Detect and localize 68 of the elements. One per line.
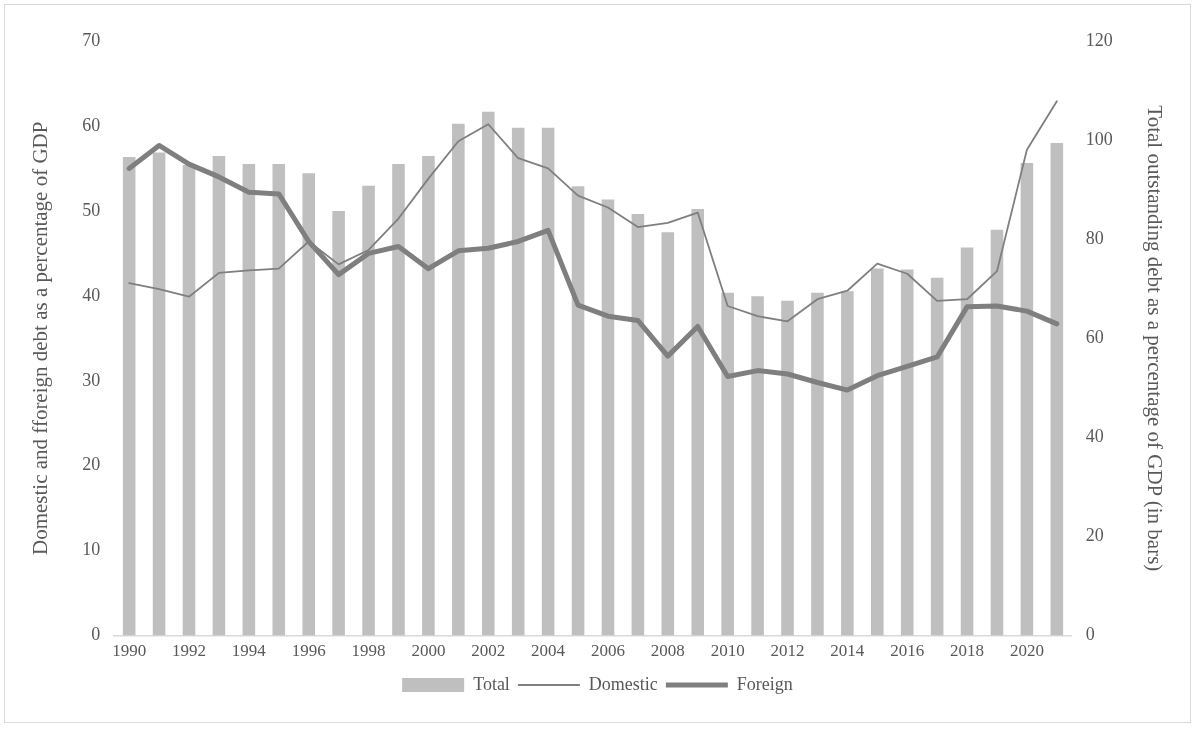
bar: [481, 111, 495, 636]
y-tick-label: 30: [82, 369, 101, 390]
bar: [272, 163, 286, 636]
bar: [392, 163, 405, 636]
bar: [1020, 162, 1034, 636]
x-tick-label: 2016: [890, 641, 925, 661]
bar: [930, 277, 944, 636]
bar: [362, 185, 375, 636]
y2-axis-title: Total outstanding debt as a percentage of GDP (in bars): [1142, 105, 1167, 572]
bar: [900, 269, 914, 636]
y-tick-label: 10: [82, 539, 101, 560]
x-tick-label: 1992: [172, 641, 207, 661]
x-tick-label: 1990: [112, 641, 147, 661]
y2-tick-label: 20: [1085, 525, 1104, 546]
bar: [152, 152, 166, 636]
bar: [302, 173, 315, 636]
y-axis-title: Domestic and fforeign debt as a percentage of GDP: [28, 121, 53, 556]
bar: [811, 292, 824, 636]
bar: [841, 291, 854, 636]
bar: [452, 123, 465, 636]
y2-tick-label: 100: [1085, 128, 1113, 149]
bar: [242, 163, 256, 636]
y2-tick-label: 60: [1085, 327, 1104, 348]
y-tick-label: 40: [82, 284, 101, 305]
y-tick-label: 70: [82, 29, 101, 50]
bar: [571, 186, 585, 636]
y-tick-label: 0: [91, 624, 101, 645]
bar: [781, 300, 794, 636]
x-tick-label: 2020: [1009, 641, 1044, 661]
bar: [990, 229, 1004, 636]
legend-label: Total: [473, 673, 510, 694]
x-tick-label: 2002: [471, 641, 506, 661]
bar: [122, 156, 136, 636]
x-tick-label: 2012: [770, 641, 805, 661]
y-tick-label: 20: [82, 454, 101, 475]
bar: [511, 127, 525, 636]
bar: [601, 199, 615, 636]
x-tick-label: 1996: [291, 641, 326, 661]
x-tick-label: 2010: [710, 641, 745, 661]
x-tick-label: 1998: [351, 641, 386, 661]
legend-label: Domestic: [588, 673, 658, 694]
x-tick-label: 2000: [411, 641, 446, 661]
bar: [661, 232, 675, 636]
x-tick-label: 2014: [830, 641, 865, 661]
bar: [871, 268, 884, 636]
bar: [212, 155, 226, 636]
bar: [631, 213, 645, 636]
bar: [182, 164, 196, 636]
bar: [721, 292, 734, 636]
y2-tick-label: 80: [1085, 227, 1104, 248]
legend-label: Foreign: [736, 673, 793, 694]
bar: [541, 127, 555, 636]
x-tick-label: 2018: [950, 641, 985, 661]
y2-tick-label: 120: [1085, 29, 1113, 50]
y-tick-label: 60: [82, 114, 101, 135]
y-tick-label: 50: [82, 199, 101, 220]
x-tick-label: 2006: [590, 641, 625, 661]
bar: [332, 210, 345, 636]
bar: [422, 155, 435, 636]
bar: [691, 208, 705, 636]
y2-tick-label: 40: [1085, 426, 1104, 447]
x-tick-label: 2004: [531, 641, 566, 661]
bar: [960, 247, 974, 636]
bar: [1050, 143, 1064, 636]
x-tick-label: 1994: [231, 641, 267, 661]
y2-tick-label: 0: [1085, 624, 1095, 645]
x-tick-label: 2008: [650, 641, 685, 661]
bar: [751, 296, 764, 636]
